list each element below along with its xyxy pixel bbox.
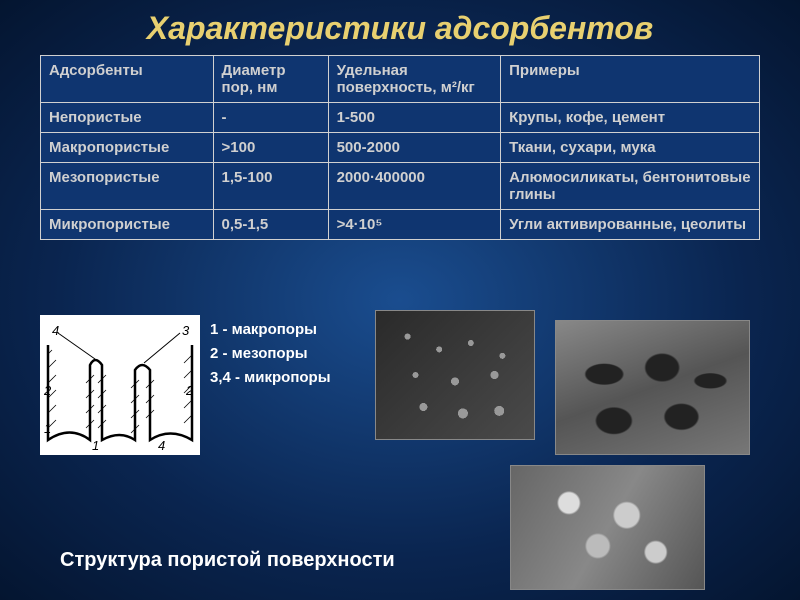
cell: -	[213, 103, 328, 133]
cell: 0,5-1,5	[213, 210, 328, 240]
cell: 500-2000	[328, 133, 501, 163]
diagram-label-1b: 1	[44, 421, 51, 436]
adsorbent-table-container: Адсорбенты Диаметр пор, нм Удельная пове…	[40, 55, 760, 240]
col-header-adsorbents: Адсорбенты	[41, 56, 214, 103]
microscopy-image-1	[375, 310, 535, 440]
table-row: Непористые - 1-500 Крупы, кофе, цемент	[41, 103, 760, 133]
cell: Непористые	[41, 103, 214, 133]
cell: 2000·400000	[328, 163, 501, 210]
diagram-label-4b: 4	[158, 438, 165, 453]
cell: Микропористые	[41, 210, 214, 240]
pore-structure-diagram: 4 3 2 2 1 1 4	[40, 315, 200, 455]
cell: Ткани, сухари, мука	[501, 133, 760, 163]
table-row: Мезопористые 1,5-100 2000·400000 Алюмоси…	[41, 163, 760, 210]
cell: Мезопористые	[41, 163, 214, 210]
cell: Макропористые	[41, 133, 214, 163]
bottom-caption: Структура пористой поверхности	[60, 549, 395, 572]
table-row: Макропористые >100 500-2000 Ткани, сухар…	[41, 133, 760, 163]
cell: >100	[213, 133, 328, 163]
col-header-diameter: Диаметр пор, нм	[213, 56, 328, 103]
cell: Алюмосиликаты, бентонитовые глины	[501, 163, 760, 210]
cell: Угли активированные, цеолиты	[501, 210, 760, 240]
diagram-label-4: 4	[52, 323, 59, 338]
diagram-legend: 1 - макропоры 2 - мезопоры 3,4 - микропо…	[210, 318, 331, 390]
adsorbent-table: Адсорбенты Диаметр пор, нм Удельная пове…	[40, 55, 760, 240]
slide-title: Характеристики адсорбентов	[0, 0, 800, 55]
cell: 1-500	[328, 103, 501, 133]
legend-item-3: 3,4 - микропоры	[210, 366, 331, 390]
microscopy-image-2	[555, 320, 750, 455]
legend-item-1: 1 - макропоры	[210, 318, 331, 342]
legend-item-2: 2 - мезопоры	[210, 342, 331, 366]
cell: >4·10⁵	[328, 210, 501, 240]
col-header-examples: Примеры	[501, 56, 760, 103]
diagram-label-3: 3	[182, 323, 190, 338]
col-header-surface: Удельная поверхность, м²/кг	[328, 56, 501, 103]
table-row: Микропористые 0,5-1,5 >4·10⁵ Угли активи…	[41, 210, 760, 240]
diagram-label-2: 2	[43, 383, 52, 398]
cell: 1,5-100	[213, 163, 328, 210]
microscopy-image-3	[510, 465, 705, 590]
diagram-label-1: 1	[92, 438, 99, 453]
cell: Крупы, кофе, цемент	[501, 103, 760, 133]
diagram-label-2b: 2	[185, 383, 194, 398]
